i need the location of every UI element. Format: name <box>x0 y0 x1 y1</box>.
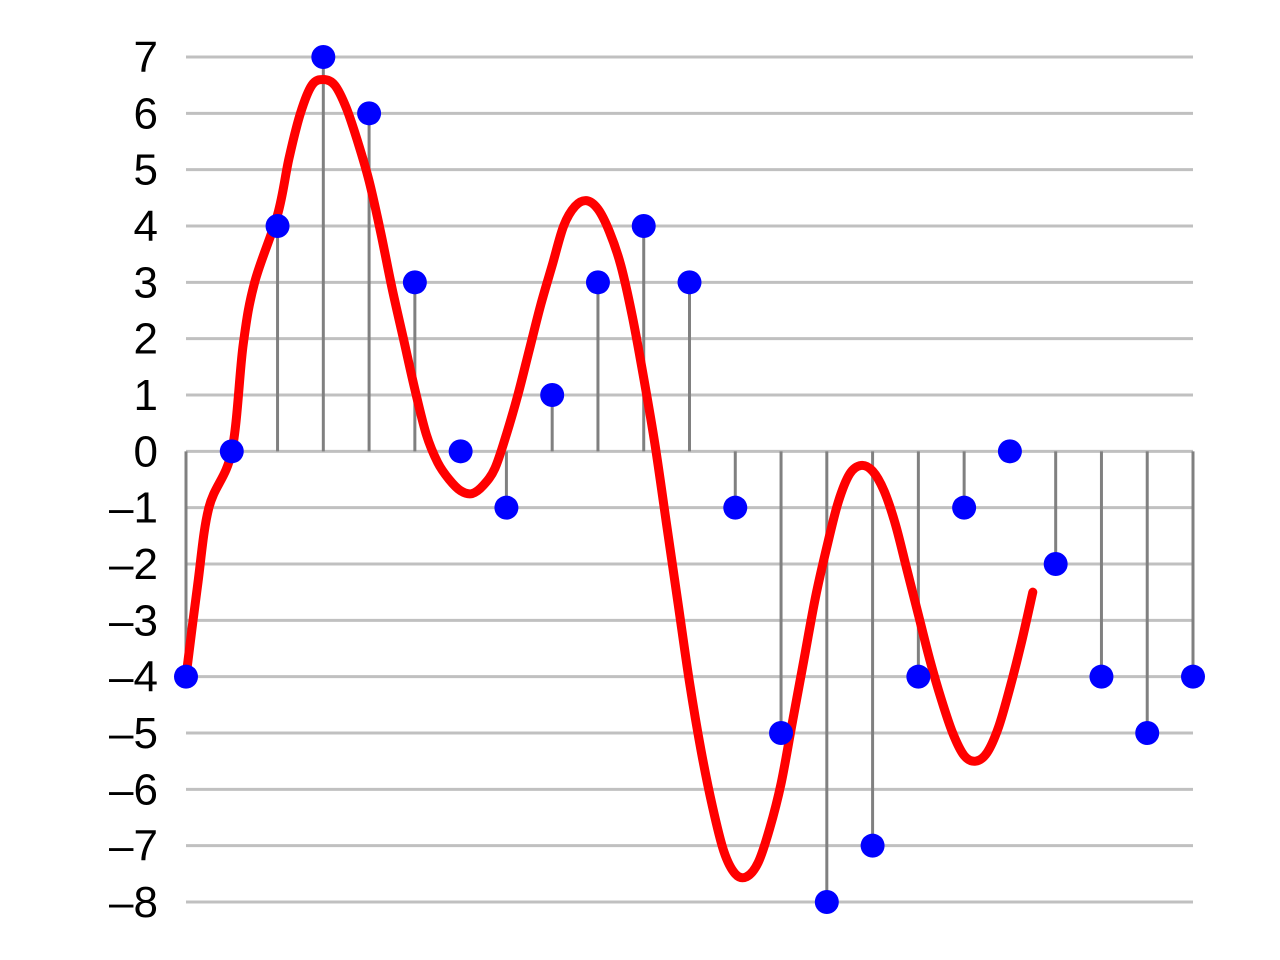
sample-point <box>1135 721 1160 745</box>
sample-point <box>585 270 610 295</box>
y-tick-label: 5 <box>134 146 158 195</box>
y-tick-label: –4 <box>109 653 158 702</box>
sample-point <box>997 439 1022 464</box>
y-tick-label: –3 <box>109 596 158 645</box>
sample-point <box>952 495 977 520</box>
y-tick-label: –5 <box>109 709 158 758</box>
sample-point <box>906 664 931 689</box>
y-tick-label: –6 <box>109 765 158 814</box>
sample-point <box>540 383 565 407</box>
y-tick-label: 2 <box>134 315 158 364</box>
sample-point <box>448 439 473 464</box>
y-tick-label: 4 <box>134 202 158 251</box>
sample-point <box>1043 552 1068 576</box>
y-tick-label: 6 <box>134 89 158 138</box>
continuous-signal <box>181 75 1038 883</box>
sample-point <box>402 270 427 295</box>
sample-markers <box>174 45 1205 914</box>
sample-point <box>265 214 290 238</box>
sample-point <box>1181 664 1205 689</box>
sample-point <box>357 101 382 126</box>
sample-point <box>723 495 748 520</box>
y-tick-label: –8 <box>109 878 158 927</box>
sample-point <box>219 439 244 464</box>
y-tick-label: –7 <box>109 822 158 871</box>
y-tick-label: –2 <box>109 540 158 589</box>
sample-point <box>174 664 198 689</box>
sample-point <box>814 890 839 914</box>
y-tick-label: 3 <box>134 258 158 307</box>
sample-point <box>769 721 794 745</box>
sample-point <box>677 270 702 295</box>
sample-point <box>631 214 656 238</box>
signal-curve <box>181 75 1038 883</box>
sample-point <box>1089 664 1114 689</box>
y-tick-label: –1 <box>109 484 158 533</box>
y-tick-labels: 7 6 5 4 3 2 1 0 –1 –2 –3 –4 –5 –6 –7 –8 <box>109 33 158 927</box>
grid-lines <box>186 55 1193 904</box>
sample-point <box>494 495 519 520</box>
y-tick-label: 7 <box>134 33 158 82</box>
sample-stems <box>184 57 1195 902</box>
y-tick-label: 1 <box>134 371 158 420</box>
sample-point <box>311 45 336 69</box>
sample-point <box>860 833 885 858</box>
y-tick-label: 0 <box>134 427 158 476</box>
